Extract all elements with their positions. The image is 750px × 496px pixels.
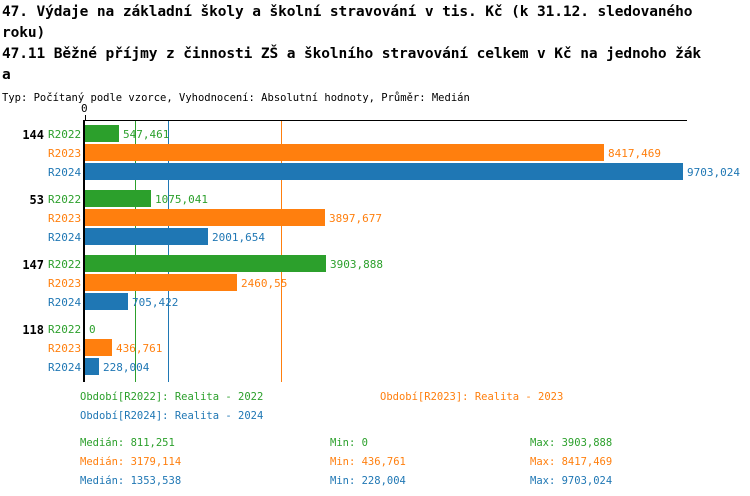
series-row-label: R2024 xyxy=(48,361,82,374)
bar-value-label: 2001,654 xyxy=(212,231,265,244)
category-label: 53 xyxy=(29,193,44,207)
series-row-label: R2024 xyxy=(48,296,82,309)
bar-value-label: 228,004 xyxy=(103,361,150,374)
series-row-label: R2023 xyxy=(48,277,82,290)
legend-item[interactable]: Období[R2024]: Realita - 2024 xyxy=(80,410,264,422)
bar-value-label: 3897,677 xyxy=(329,212,382,225)
bar[interactable] xyxy=(85,228,208,245)
series-row-label: R2022 xyxy=(48,258,82,271)
bar[interactable] xyxy=(85,163,683,180)
category-label: 144 xyxy=(22,128,44,142)
stat-min: Min: 0 xyxy=(330,437,368,449)
bar[interactable] xyxy=(85,190,151,207)
stat-max: Max: 8417,469 xyxy=(530,456,613,468)
bar-value-label: 9703,024 xyxy=(687,166,740,179)
bar[interactable] xyxy=(85,125,119,142)
category-label: 147 xyxy=(22,258,44,272)
bar[interactable] xyxy=(85,144,604,161)
axis-top-line xyxy=(85,120,687,121)
stat-max: Max: 9703,024 xyxy=(530,475,613,487)
bar[interactable] xyxy=(85,255,326,272)
series-row-label: R2024 xyxy=(48,166,82,179)
title-line-1: 47. Výdaje na základní školy a školní st… xyxy=(2,4,693,20)
stat-median: Medián: 1353,538 xyxy=(80,475,182,487)
series-row-label: R2023 xyxy=(48,147,82,160)
axis-zero-label: 0 xyxy=(81,102,88,115)
bar[interactable] xyxy=(85,209,325,226)
bar-value-label: 1075,041 xyxy=(155,193,208,206)
stat-max: Max: 3903,888 xyxy=(530,437,613,449)
median-gridline-2 xyxy=(281,121,282,382)
bar-value-label: 547,461 xyxy=(123,128,170,141)
bar-value-label: 436,761 xyxy=(116,342,163,355)
bar-value-label: 2460,55 xyxy=(241,277,288,290)
bar-value-label: 0 xyxy=(89,323,96,336)
bar[interactable] xyxy=(85,293,128,310)
legend-item[interactable]: Období[R2022]: Realita - 2022 xyxy=(80,391,264,403)
axis-zero-line xyxy=(83,120,85,382)
axis-zero-tick xyxy=(85,115,86,120)
chart-subtitle: Typ: Počítaný podle vzorce, Vyhodnocení:… xyxy=(2,92,470,104)
series-row-label: R2023 xyxy=(48,212,82,225)
bar-value-label: 705,422 xyxy=(132,296,179,309)
series-row-label: R2022 xyxy=(48,323,82,336)
series-row-label: R2022 xyxy=(48,193,82,206)
stat-median: Medián: 811,251 xyxy=(80,437,175,449)
chart-legend: Období[R2022]: Realita - 2022 Období[R202… xyxy=(0,386,750,496)
bar-chart-plot: 0 144 R2022 547,461 R2023 8417,469 R2024 9703,0… xyxy=(0,103,750,382)
median-gridline-1 xyxy=(168,121,169,382)
title-line-4: a xyxy=(2,67,11,83)
stat-min: Min: 436,761 xyxy=(330,456,406,468)
series-row-label: R2022 xyxy=(48,128,82,141)
series-row-label: R2024 xyxy=(48,231,82,244)
bar[interactable] xyxy=(85,274,237,291)
stat-median: Medián: 3179,114 xyxy=(80,456,182,468)
title-line-3: 47.11 Běžné příjmy z činnosti ZŠ a školn… xyxy=(2,46,702,62)
legend-item[interactable]: Období[R2023]: Realita - 2023 xyxy=(380,391,564,403)
category-label: 118 xyxy=(22,323,44,337)
stat-min: Min: 228,004 xyxy=(330,475,406,487)
bar-value-label: 3903,888 xyxy=(330,258,383,271)
title-line-2: roku) xyxy=(2,25,46,41)
page-title: 47. Výdaje na základní školy a školní st… xyxy=(2,2,748,105)
bar-value-label: 8417,469 xyxy=(608,147,661,160)
bar[interactable] xyxy=(85,358,99,375)
median-gridline-0 xyxy=(135,121,136,382)
series-row-label: R2023 xyxy=(48,342,82,355)
bar[interactable] xyxy=(85,339,112,356)
